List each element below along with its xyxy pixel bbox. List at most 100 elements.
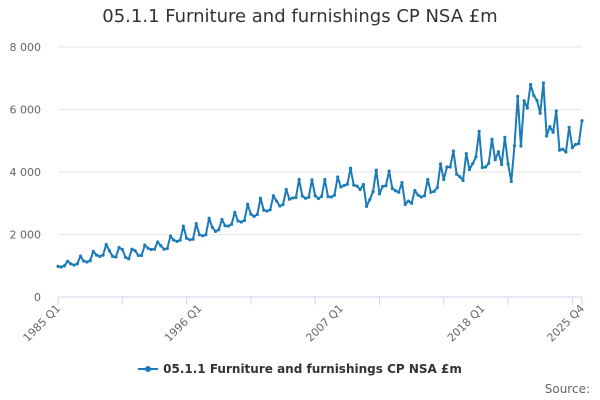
data-point[interactable] [490,137,494,141]
data-point[interactable] [387,169,391,173]
data-point[interactable] [365,204,369,208]
data-point[interactable] [316,196,320,201]
data-point[interactable] [120,247,124,252]
data-point[interactable] [567,125,571,129]
data-point[interactable] [512,144,517,148]
data-point[interactable] [548,125,552,129]
data-point[interactable] [226,224,230,228]
data-point[interactable] [393,189,398,193]
data-point[interactable] [297,177,301,182]
data-point[interactable] [570,146,574,150]
data-point[interactable] [143,243,147,247]
data-point[interactable] [98,254,102,258]
data-point[interactable] [397,190,401,194]
data-point[interactable] [101,253,105,257]
data-point[interactable] [496,150,501,154]
data-point[interactable] [223,224,227,228]
data-point[interactable] [303,196,308,200]
data-point[interactable] [313,194,317,198]
data-point[interactable] [207,216,211,220]
data-point[interactable] [94,253,99,257]
data-point[interactable] [525,106,529,110]
data-point[interactable] [204,233,208,237]
data-point[interactable] [117,246,121,250]
data-point[interactable] [291,196,295,200]
data-point[interactable] [85,260,89,264]
data-point[interactable] [249,212,253,216]
data-point[interactable] [551,130,555,134]
data-point[interactable] [175,239,179,243]
data-point[interactable] [165,246,169,251]
data-point[interactable] [194,221,198,226]
data-point[interactable] [438,162,443,166]
data-point[interactable] [104,242,108,247]
data-point[interactable] [445,165,449,169]
data-point[interactable] [413,188,417,193]
data-point[interactable] [310,178,314,182]
data-point[interactable] [284,187,288,192]
data-point[interactable] [580,119,584,123]
data-point[interactable] [516,94,520,98]
data-point[interactable] [239,220,243,224]
data-point[interactable] [573,142,578,147]
data-point[interactable] [528,82,533,87]
data-point[interactable] [487,161,491,165]
data-point[interactable] [503,135,507,139]
data-point[interactable] [168,234,173,238]
data-point[interactable] [522,99,526,103]
data-point[interactable] [149,247,153,252]
data-point[interactable] [268,208,272,212]
data-point[interactable] [390,186,394,191]
data-point[interactable] [471,161,475,166]
data-point[interactable] [69,262,73,266]
data-point[interactable] [111,254,115,258]
data-point[interactable] [230,222,234,226]
data-point[interactable] [432,189,436,193]
data-point[interactable] [191,237,195,241]
data-point[interactable] [480,166,484,170]
source-label[interactable]: Source: [544,382,590,396]
data-point[interactable] [538,111,542,115]
data-point[interactable] [246,202,250,206]
data-point[interactable] [557,148,562,152]
data-point[interactable] [107,249,112,253]
data-point[interactable] [377,192,382,196]
data-point[interactable] [181,224,185,228]
data-point[interactable] [133,249,137,253]
data-point[interactable] [123,255,128,259]
data-point[interactable] [381,184,385,188]
data-point[interactable] [59,265,63,269]
data-point[interactable] [361,182,365,187]
data-point[interactable] [75,262,79,266]
data-point[interactable] [197,233,202,237]
data-point[interactable] [532,93,536,98]
data-point[interactable] [172,238,176,242]
data-point[interactable] [114,255,118,259]
data-point[interactable] [545,134,549,138]
data-point[interactable] [287,197,292,201]
data-point[interactable] [374,168,378,172]
data-point[interactable] [519,144,523,148]
data-point[interactable] [464,151,468,156]
data-point[interactable] [429,190,433,194]
data-point[interactable] [371,190,375,194]
data-point[interactable] [422,194,427,198]
data-point[interactable] [88,259,92,263]
data-point[interactable] [332,193,337,197]
data-point[interactable] [461,178,465,183]
data-point[interactable] [320,194,324,198]
data-point[interactable] [78,254,83,258]
data-point[interactable] [210,225,214,229]
data-point[interactable] [162,247,166,251]
data-point[interactable] [384,184,388,188]
data-point[interactable] [62,264,67,268]
data-point[interactable] [91,249,95,253]
data-point[interactable] [419,195,423,199]
data-point[interactable] [348,166,353,170]
data-point[interactable] [159,244,163,248]
data-point[interactable] [146,246,150,250]
data-point[interactable] [474,155,478,159]
data-point[interactable] [217,228,221,232]
data-point[interactable] [535,98,539,103]
data-point[interactable] [448,165,452,169]
